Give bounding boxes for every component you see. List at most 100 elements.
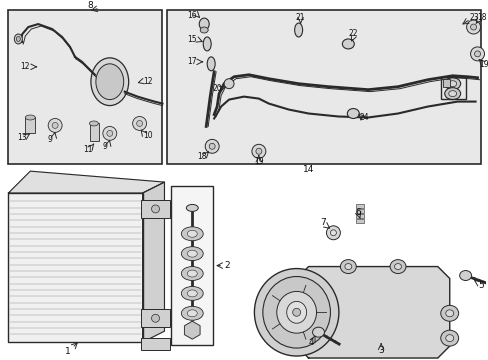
Ellipse shape [181, 266, 203, 280]
Bar [356, 204, 364, 208]
Text: 18: 18 [476, 13, 485, 22]
Ellipse shape [286, 301, 306, 323]
Ellipse shape [199, 18, 209, 30]
Bar [440, 77, 465, 99]
Ellipse shape [448, 81, 456, 87]
Text: 10: 10 [142, 131, 152, 140]
Text: 3: 3 [378, 346, 383, 355]
Ellipse shape [469, 24, 476, 30]
Text: 12: 12 [142, 77, 152, 86]
Bar [356, 209, 364, 213]
Ellipse shape [91, 58, 128, 105]
Ellipse shape [469, 47, 484, 61]
Ellipse shape [187, 290, 197, 297]
Bar [141, 338, 170, 350]
Ellipse shape [203, 37, 211, 51]
Bar [442, 79, 449, 87]
Text: 24: 24 [359, 113, 368, 122]
Ellipse shape [263, 276, 330, 348]
Ellipse shape [102, 126, 117, 140]
Ellipse shape [181, 287, 203, 300]
Ellipse shape [342, 39, 354, 49]
Ellipse shape [312, 327, 324, 337]
Ellipse shape [445, 310, 453, 317]
Text: 17: 17 [187, 57, 197, 66]
Ellipse shape [394, 264, 401, 270]
Ellipse shape [473, 51, 480, 57]
Polygon shape [184, 321, 200, 339]
Bar [8, 193, 142, 342]
Ellipse shape [136, 121, 142, 126]
Ellipse shape [445, 335, 453, 342]
Ellipse shape [187, 310, 197, 317]
Ellipse shape [440, 305, 458, 321]
Text: 22: 22 [348, 30, 357, 39]
Text: 18: 18 [197, 152, 206, 161]
Text: 13: 13 [18, 133, 27, 142]
Ellipse shape [187, 230, 197, 237]
Ellipse shape [251, 144, 265, 158]
Ellipse shape [255, 148, 262, 154]
Bar [356, 214, 364, 218]
Ellipse shape [200, 27, 208, 33]
Text: 21: 21 [295, 13, 305, 22]
Text: 14: 14 [302, 165, 314, 174]
Ellipse shape [106, 130, 113, 136]
Ellipse shape [389, 260, 405, 274]
Circle shape [151, 314, 159, 322]
Ellipse shape [459, 271, 470, 280]
Text: 9: 9 [102, 142, 107, 151]
Ellipse shape [89, 121, 98, 126]
Ellipse shape [14, 34, 22, 44]
Bar [356, 219, 364, 223]
Ellipse shape [344, 264, 351, 270]
Text: 15: 15 [187, 35, 197, 44]
Ellipse shape [444, 88, 460, 100]
Ellipse shape [187, 250, 197, 257]
Text: 4: 4 [308, 338, 314, 347]
Text: 1: 1 [65, 347, 71, 356]
Text: 8: 8 [87, 1, 93, 10]
Bar [90, 123, 99, 141]
Bar [25, 117, 35, 134]
Ellipse shape [330, 230, 336, 236]
Polygon shape [8, 171, 164, 193]
Text: 2: 2 [224, 261, 229, 270]
Text: 9: 9 [48, 135, 53, 144]
Ellipse shape [25, 115, 35, 120]
Ellipse shape [326, 226, 340, 240]
Ellipse shape [52, 122, 58, 129]
Bar [167, 10, 480, 164]
Text: 11: 11 [83, 145, 93, 154]
Ellipse shape [292, 308, 300, 316]
Text: 7: 7 [320, 218, 325, 227]
Ellipse shape [276, 291, 316, 333]
Text: 23: 23 [469, 13, 478, 22]
Bar [8, 10, 162, 164]
Ellipse shape [448, 91, 456, 96]
Ellipse shape [444, 78, 460, 90]
Ellipse shape [294, 23, 302, 37]
Text: 6: 6 [355, 208, 361, 217]
Text: 20: 20 [212, 84, 222, 93]
Text: 19: 19 [479, 60, 488, 69]
Text: 5: 5 [478, 281, 484, 290]
Ellipse shape [181, 306, 203, 320]
Ellipse shape [207, 57, 215, 71]
Bar [141, 309, 170, 327]
Ellipse shape [16, 36, 20, 41]
Circle shape [151, 205, 159, 213]
Bar [141, 200, 170, 218]
Ellipse shape [187, 270, 197, 277]
Ellipse shape [132, 117, 146, 130]
Polygon shape [296, 266, 449, 358]
Ellipse shape [48, 118, 62, 132]
Bar [171, 186, 213, 345]
Ellipse shape [96, 64, 123, 100]
Text: 16: 16 [187, 10, 197, 19]
Ellipse shape [346, 108, 359, 118]
Ellipse shape [440, 330, 458, 346]
Text: 19: 19 [254, 157, 263, 166]
Ellipse shape [209, 143, 215, 149]
Ellipse shape [181, 247, 203, 261]
